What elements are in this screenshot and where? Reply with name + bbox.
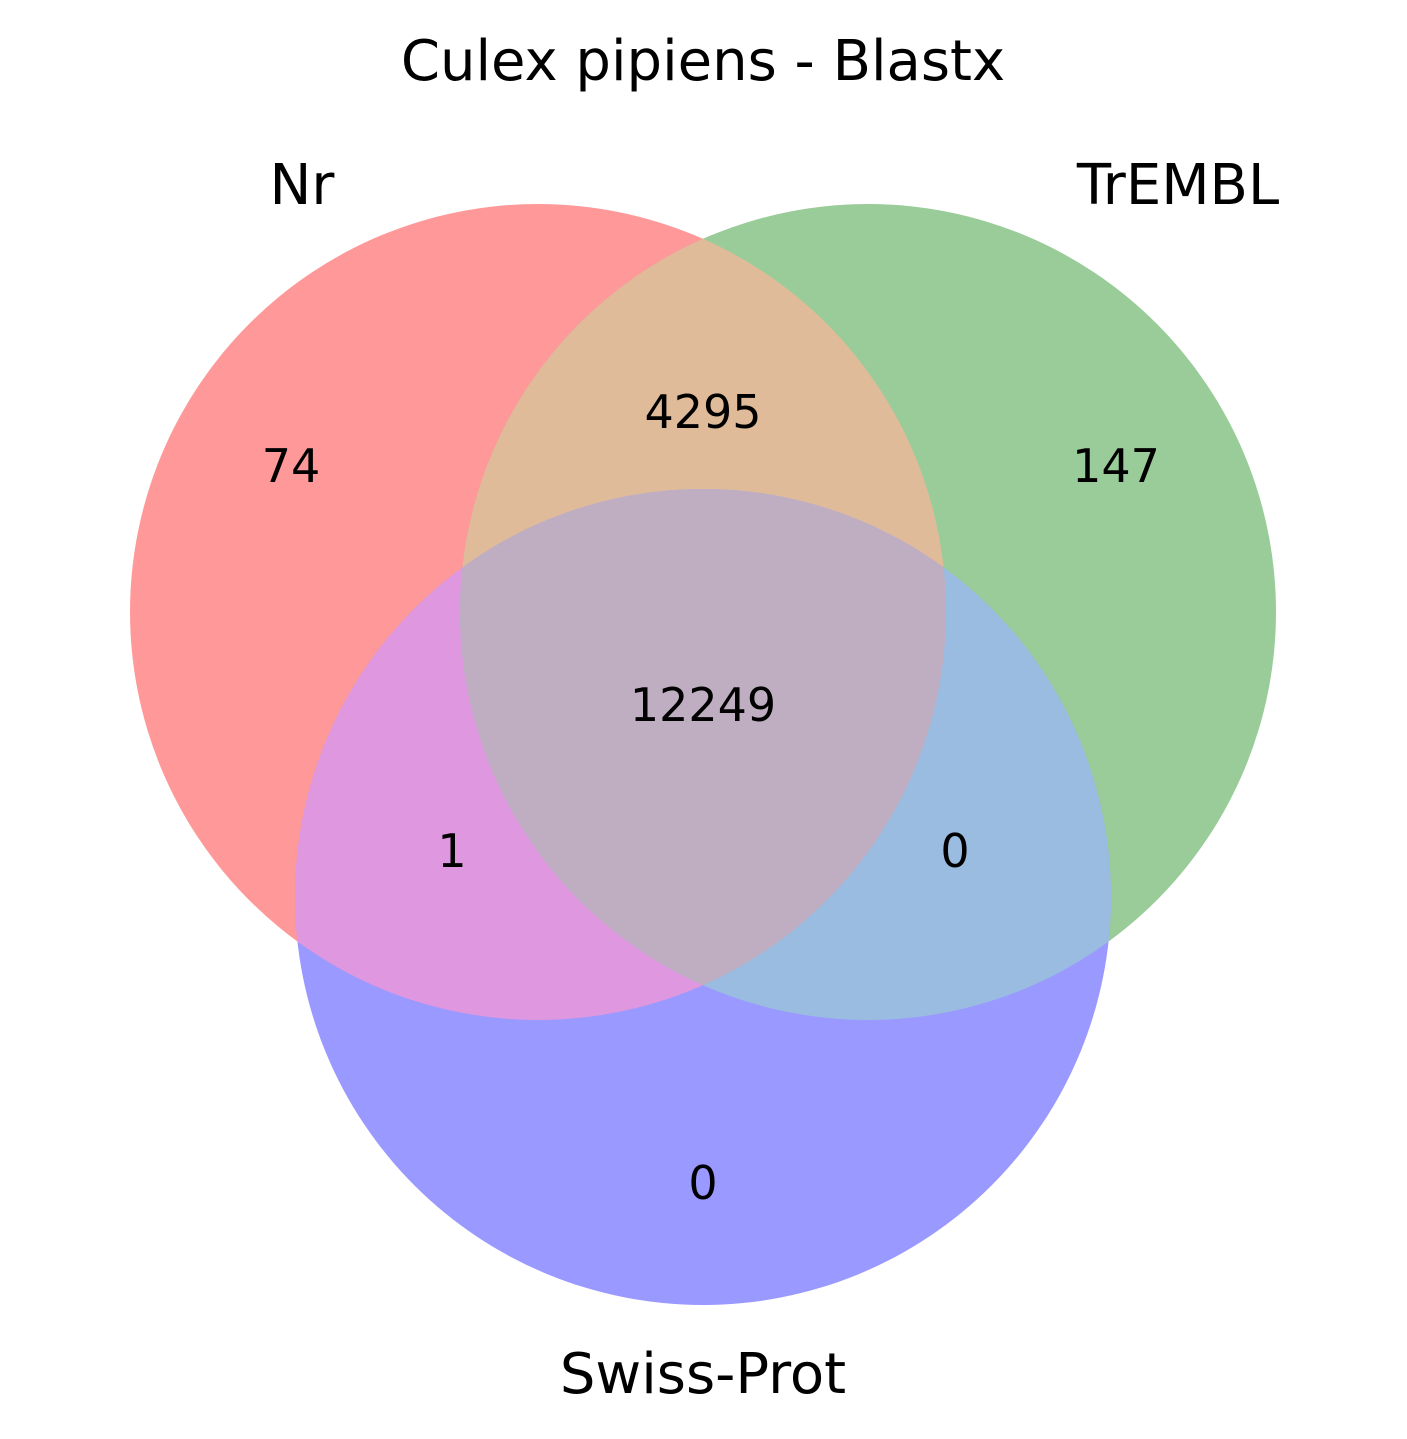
set-label-swissprot: Swiss-Prot [560, 1342, 846, 1407]
set-label-nr: Nr [270, 153, 336, 218]
count-swissprot-only: 0 [688, 1156, 717, 1210]
count-trembl-only: 147 [1072, 439, 1160, 493]
set-label-trembl: TrEMBL [1076, 153, 1279, 218]
all-three-overlap [460, 489, 946, 1020]
count-all-three: 12249 [630, 678, 776, 732]
count-nr-trembl: 4295 [644, 385, 761, 439]
chart-title: Culex pipiens - Blastx [401, 29, 1005, 94]
count-trembl-swissprot: 0 [940, 824, 969, 878]
count-nr-swissprot: 1 [437, 824, 466, 878]
count-nr-only: 74 [262, 439, 321, 493]
